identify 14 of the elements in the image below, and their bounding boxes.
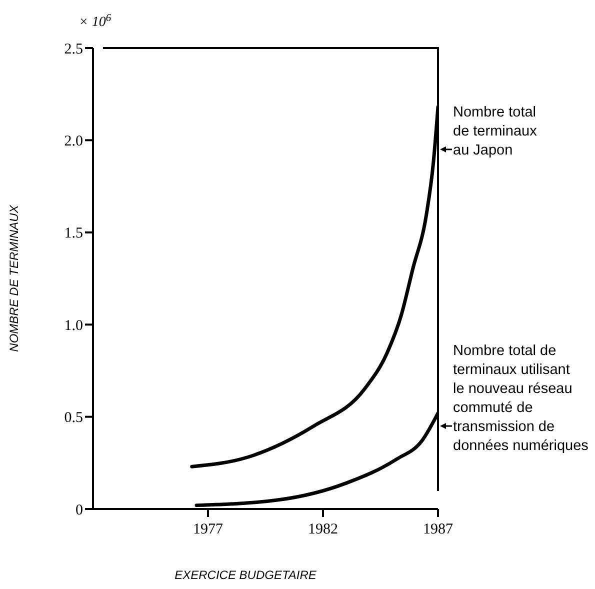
x-axis-title: EXERCICE BUDGETAIRE (174, 568, 318, 582)
y-tick-label: 2.5 (64, 41, 83, 58)
y-tick-label: 1.0 (64, 318, 83, 334)
text: × 10$^{6}$ (78, 12, 112, 30)
y-tick-label: 0.5 (64, 410, 83, 426)
y-axis-title: NOMBRE DE TERMINAUX (7, 204, 21, 352)
annotation: Nombre total de terminaux au Japon (453, 104, 538, 158)
x-tick-label: 1977 (193, 522, 224, 538)
y-tick-label: 1.5 (64, 226, 83, 242)
x-tick-label: 1987 (423, 522, 454, 538)
annotation: Nombre total de terminaux utilisant le nouveau réseau commuté de transmission de données numériques (453, 343, 588, 454)
x-tick-label: 1982 (308, 522, 338, 538)
y-tick-label: 0 (76, 502, 83, 518)
y-tick-label: 2.0 (64, 134, 83, 150)
